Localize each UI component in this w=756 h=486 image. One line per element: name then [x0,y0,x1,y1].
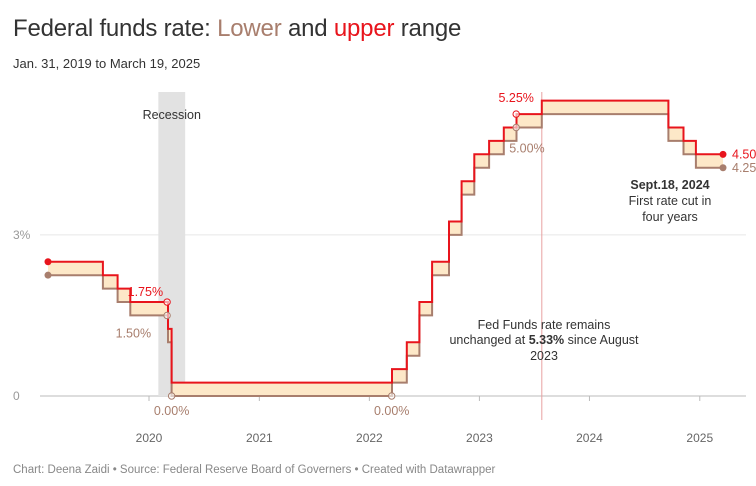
lower-end-dot [719,164,727,172]
title-middle: and [281,15,334,42]
lower-series-line [48,113,723,397]
x-tick-label: 2025 [686,431,713,445]
cut-annotation-line: four years [642,210,698,224]
point-label: 5.25% [498,91,533,105]
chart-footer: Chart: Deena Zaidi • Source: Federal Res… [13,464,496,476]
point-label: 1.75% [128,285,163,299]
point-marker [387,392,396,400]
lower-start-dot [44,271,52,279]
cut-annotation-line: First rate cut in [629,194,712,208]
title-prefix: Federal funds rate: [13,15,218,42]
point-marker [167,392,176,400]
point-label: 4.25% [732,161,756,175]
point-marker [163,311,171,320]
steady-annotation-line: unchanged at 5.33% since August [449,333,639,347]
chart-subtitle: Jan. 31, 2019 to March 19, 2025 [13,56,201,71]
point-label: 5.00% [509,142,544,156]
upper-series-line [48,99,723,384]
point-label: 1.50% [116,326,151,340]
title-lower-word: Lower [217,15,282,42]
x-tick-label: 2022 [356,431,383,445]
range-band [48,100,723,396]
y-tick-label: 0 [13,389,20,403]
chart-title: Federal funds rate: Lower and upper rang… [13,15,461,43]
upper-end-dot [719,150,727,158]
recession-label: Recession [143,108,201,122]
point-marker [163,298,171,306]
point-marker [512,123,520,132]
x-tick-label: 2020 [136,431,163,445]
steady-annotation-line: 2023 [530,349,558,363]
x-tick-label: 2024 [576,431,603,445]
cut-annotation-title: Sept.18, 2024 [630,178,709,192]
x-tick-label: 2023 [466,431,493,445]
point-marker [512,110,520,118]
steady-annotation-line: Fed Funds rate remains [478,318,611,332]
title-upper-word: upper [333,15,395,42]
upper-start-dot [44,258,52,266]
point-label: 4.50% [732,147,756,161]
x-tick-label: 2021 [246,431,273,445]
y-tick-label: 3% [13,228,31,242]
title-suffix: range [394,15,462,42]
point-label: 0.00% [374,404,409,418]
point-label: 0.00% [154,404,189,418]
